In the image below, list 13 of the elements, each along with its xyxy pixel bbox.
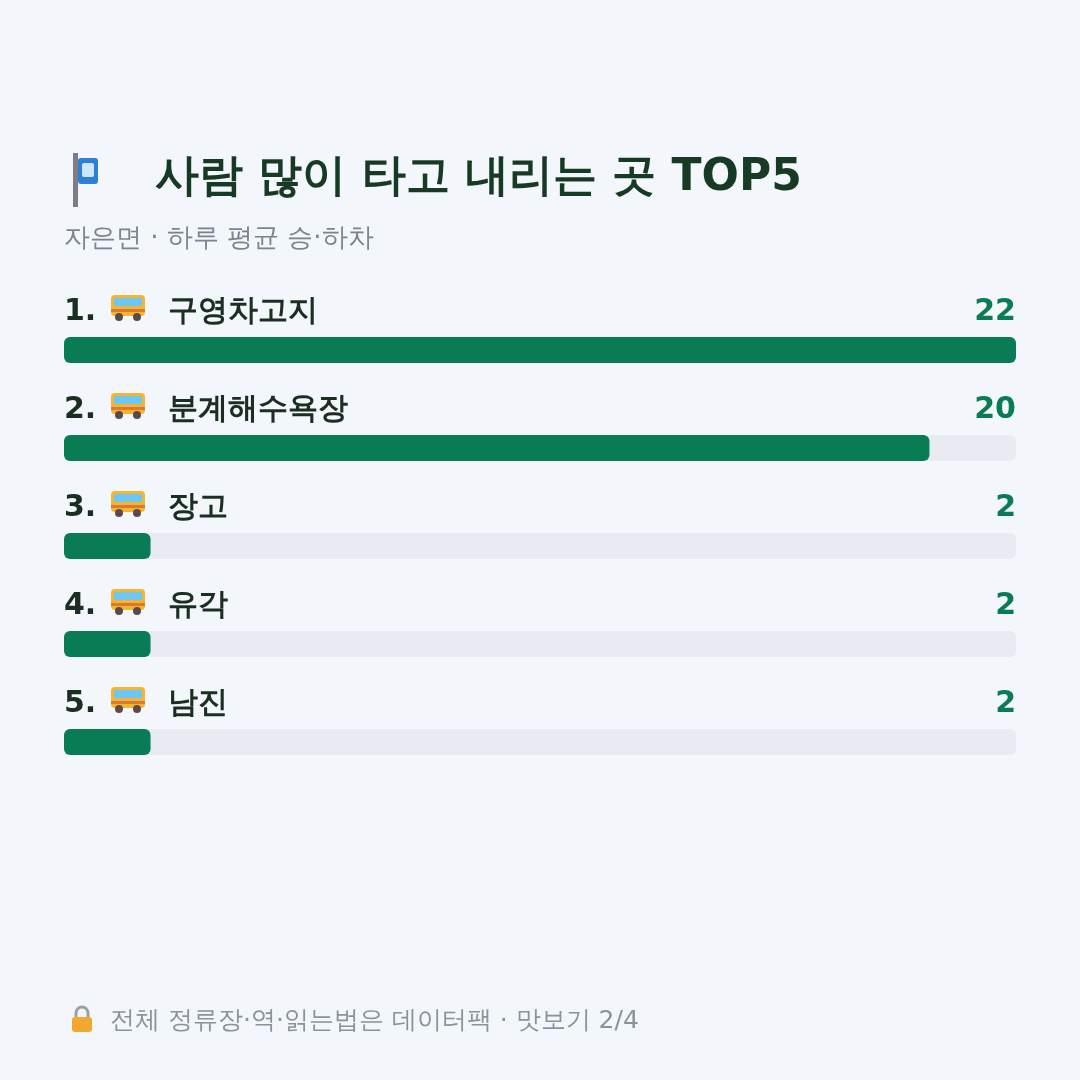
- category-label: 5. 남진: [64, 683, 229, 719]
- data-label: 22: [974, 291, 1016, 327]
- category-label: 1. 구영차고지: [64, 291, 319, 327]
- data-label: 2: [995, 585, 1016, 621]
- chart-subtitle: 자은면 · 하루 평균 승·하차: [64, 221, 374, 254]
- category-label: 4. 유각: [64, 585, 229, 621]
- category-label: 2. 분계해수욕장: [64, 389, 349, 425]
- data-label: 20: [974, 389, 1016, 425]
- data-label: 2: [995, 487, 1016, 523]
- data-label: 2: [995, 683, 1016, 719]
- text: 전체 정류장·역·읽는법은 데이터팩 · 맛보기 2/4: [110, 1004, 639, 1036]
- category-label: 3. 장고: [64, 487, 229, 523]
- chart-title: 사람 많이 타고 내리는 곳 TOP5: [155, 148, 802, 202]
